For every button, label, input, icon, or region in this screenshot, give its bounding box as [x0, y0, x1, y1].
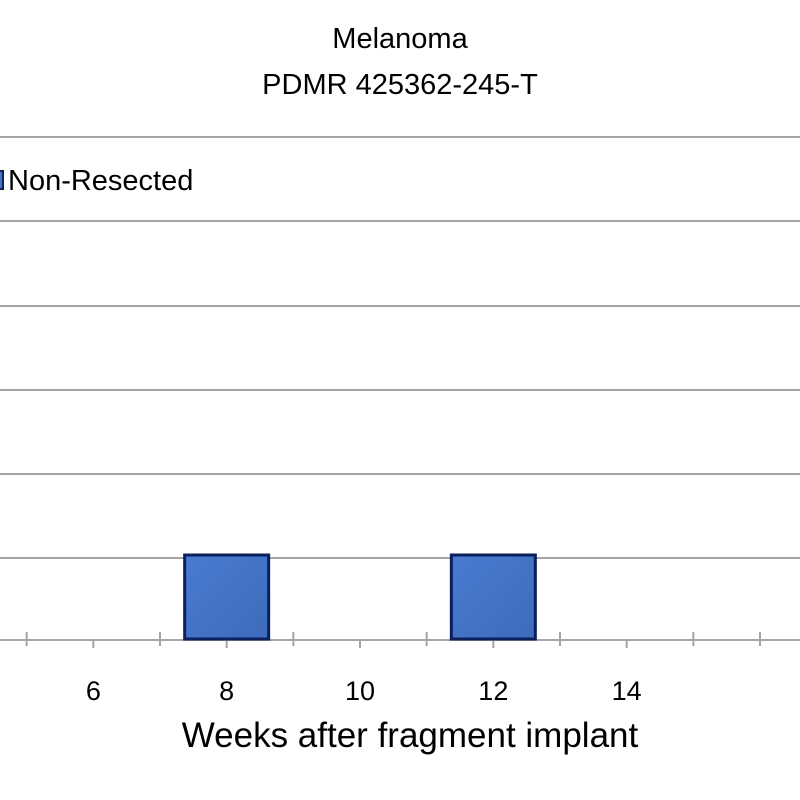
- data-point-0: [183, 553, 271, 641]
- x-axis-ticks: [25, 632, 761, 648]
- chart-subtitle: PDMR 425362-245-T: [262, 69, 538, 101]
- x-tick-label-12: 12: [478, 676, 508, 706]
- x-axis-tick-labels: 6 8 10 12 14: [86, 676, 642, 706]
- data-markers: [183, 553, 537, 641]
- gridlines: [0, 136, 800, 559]
- x-tick-label-14: 14: [612, 676, 642, 706]
- x-tick-label-8: 8: [219, 676, 234, 706]
- legend-marker: [0, 170, 4, 190]
- x-tick-label-10: 10: [345, 676, 375, 706]
- data-point-1: [449, 553, 537, 641]
- chart-title: Melanoma: [332, 23, 468, 55]
- x-axis-title: Weeks after fragment implant: [182, 716, 639, 755]
- legend: Non-Resected: [0, 165, 193, 197]
- x-tick-label-6: 6: [86, 676, 101, 706]
- legend-label: Non-Resected: [8, 165, 193, 197]
